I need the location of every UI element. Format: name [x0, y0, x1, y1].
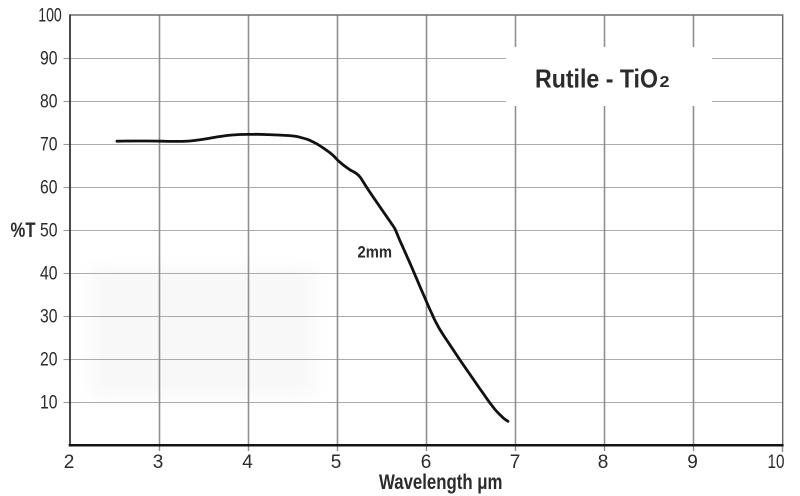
- svg-text:4: 4: [242, 452, 253, 473]
- svg-text:40: 40: [40, 264, 58, 285]
- svg-text:30: 30: [40, 307, 58, 328]
- svg-text:Wavelength μm: Wavelength μm: [379, 470, 503, 494]
- svg-text:3: 3: [153, 452, 164, 473]
- svg-text:7: 7: [510, 452, 521, 473]
- svg-text:100: 100: [38, 6, 62, 27]
- svg-text:%T: %T: [11, 219, 36, 242]
- svg-text:20: 20: [40, 350, 58, 371]
- svg-text:5: 5: [331, 452, 342, 473]
- svg-text:50: 50: [40, 221, 58, 242]
- svg-text:9: 9: [687, 452, 698, 473]
- svg-text:60: 60: [40, 178, 58, 199]
- svg-text:70: 70: [40, 135, 58, 156]
- svg-text:Rutile - TiO2: Rutile - TiO2: [535, 64, 670, 94]
- svg-text:2: 2: [64, 452, 75, 473]
- svg-text:6: 6: [421, 452, 432, 473]
- svg-text:10: 10: [40, 393, 58, 414]
- svg-text:2mm: 2mm: [358, 244, 393, 262]
- svg-text:8: 8: [598, 452, 609, 473]
- svg-text:90: 90: [40, 49, 58, 70]
- svg-text:80: 80: [40, 92, 58, 113]
- svg-text:10: 10: [768, 452, 785, 473]
